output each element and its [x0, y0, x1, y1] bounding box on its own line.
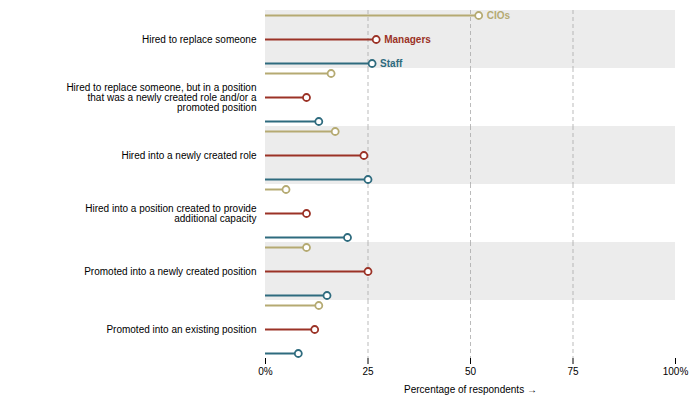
svg-text:Promoted into a newly created: Promoted into a newly created position: [84, 266, 256, 277]
svg-text:0%: 0%: [258, 366, 273, 377]
svg-text:Hired into a position created: Hired into a position created to provide…: [85, 203, 257, 224]
svg-text:Hired into a newly created rol: Hired into a newly created role: [121, 150, 257, 161]
svg-text:Percentage of respondents →: Percentage of respondents →: [404, 384, 537, 395]
svg-text:Hired to replace someone, but: Hired to replace someone, but in a posit…: [66, 82, 257, 113]
svg-text:CIOs: CIOs: [487, 10, 511, 21]
svg-text:Promoted into an existing posi: Promoted into an existing position: [106, 324, 256, 335]
svg-text:Managers: Managers: [384, 34, 431, 45]
svg-text:75: 75: [567, 366, 579, 377]
svg-text:25: 25: [362, 366, 374, 377]
svg-text:100%: 100%: [663, 366, 689, 377]
svg-text:50: 50: [465, 366, 477, 377]
svg-text:Staff: Staff: [380, 58, 403, 69]
svg-text:Hired to replace someone: Hired to replace someone: [142, 34, 257, 45]
